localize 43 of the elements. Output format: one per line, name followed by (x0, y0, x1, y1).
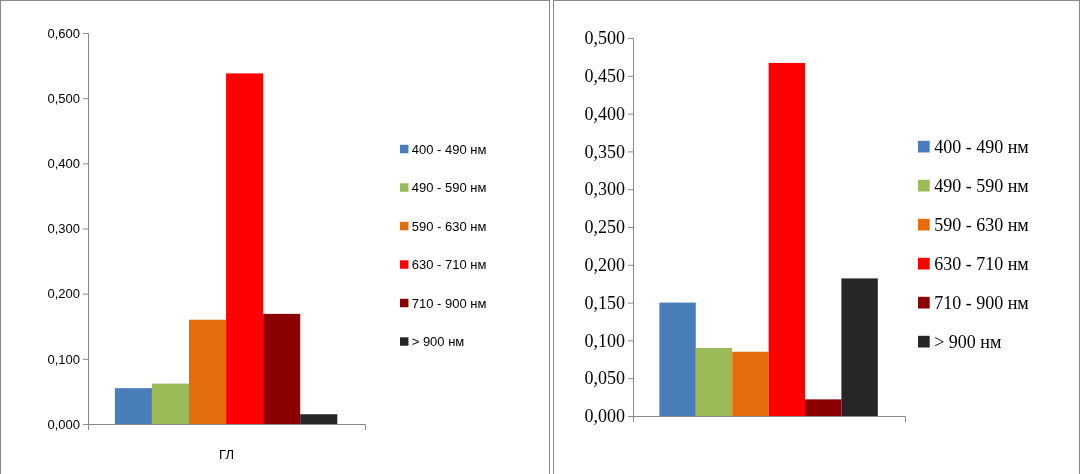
bar (151, 383, 190, 424)
legend-label: 590 - 630 нм (934, 215, 1029, 236)
y-tick-label: 0,100 (584, 330, 625, 351)
y-tick-label: 0,500 (47, 90, 80, 106)
legend-label: 400 - 490 нм (934, 137, 1029, 158)
bar (805, 399, 842, 416)
y-tick-label: 0,000 (47, 416, 80, 432)
bar (226, 73, 264, 424)
y-tick-label: 0,100 (47, 351, 80, 367)
legend-label: 490 - 590 нм (934, 176, 1029, 197)
bar (189, 319, 227, 424)
legend-label: 400 - 490 нм (411, 141, 487, 157)
legend-label: 630 - 710 нм (411, 257, 487, 273)
legend-label: > 900 нм (934, 332, 1002, 353)
bar (659, 302, 696, 416)
legend-label: 710 - 900 нм (934, 293, 1029, 314)
bar (114, 388, 152, 424)
legend-label: 710 - 900 нм (411, 295, 487, 311)
y-tick-label: 0,200 (584, 255, 625, 276)
bar (732, 351, 769, 416)
y-tick-label: 0,300 (584, 179, 625, 200)
y-tick-label: 0,000 (584, 406, 625, 427)
x-tick-label: ГЛ (219, 447, 234, 463)
y-tick-label: 0,250 (584, 217, 625, 238)
legend-label: > 900 нм (411, 334, 465, 350)
bar (841, 278, 878, 416)
bar (768, 62, 805, 416)
y-tick-label: 0,050 (584, 368, 625, 389)
y-tick-label: 0,400 (584, 103, 625, 124)
y-tick-label: 0,600 (47, 25, 80, 41)
legend-label: 490 - 590 нм (411, 180, 487, 196)
legend-label: 630 - 710 нм (934, 254, 1029, 275)
bar (300, 414, 338, 424)
y-tick-label: 0,200 (47, 286, 80, 302)
y-tick-label: 0,150 (584, 292, 625, 313)
y-tick-label: 0,400 (47, 155, 80, 171)
bar (695, 347, 733, 416)
legend-label: 590 - 630 нм (411, 218, 487, 234)
y-tick-label: 0,450 (584, 66, 625, 87)
y-tick-label: 0,300 (47, 221, 80, 237)
bar (263, 313, 301, 424)
y-tick-label: 0,500 (584, 28, 625, 49)
y-tick-label: 0,350 (584, 141, 625, 162)
